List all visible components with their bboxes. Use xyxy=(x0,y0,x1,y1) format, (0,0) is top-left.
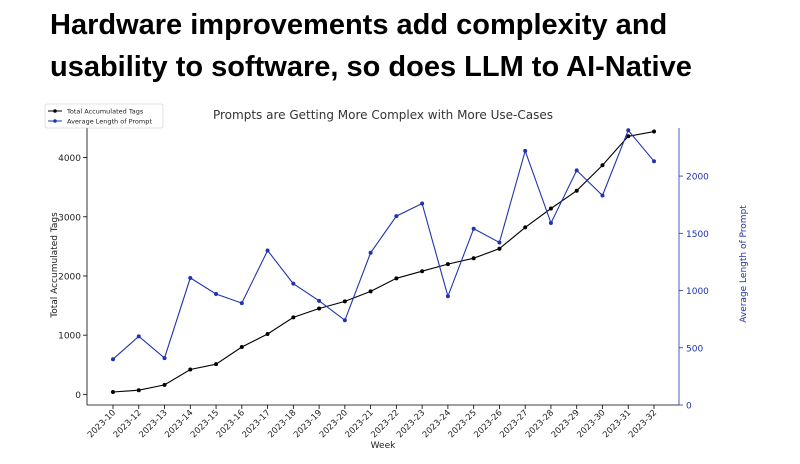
point-tags-6 xyxy=(265,331,270,336)
point-length-5 xyxy=(239,301,244,306)
right-y-tick-label-0: 0 xyxy=(686,402,692,412)
point-tags-0 xyxy=(111,389,115,394)
point-tags-14 xyxy=(471,256,476,261)
right-y-tick-label-3: 1500 xyxy=(686,230,709,240)
plot-area: 0100020003000400005001000150020002023-10… xyxy=(58,128,709,440)
point-tags-16 xyxy=(523,225,528,230)
point-length-8 xyxy=(317,298,322,303)
point-length-12 xyxy=(420,201,425,206)
point-length-0 xyxy=(111,357,115,362)
right-y-tick-label-1: 500 xyxy=(686,344,703,354)
point-tags-3 xyxy=(188,367,193,372)
left-y-tick-label-2: 2000 xyxy=(58,272,81,282)
series-line-length xyxy=(112,129,655,360)
point-length-19 xyxy=(600,193,605,198)
point-tags-20 xyxy=(626,134,631,139)
legend-box xyxy=(44,103,164,129)
point-tags-13 xyxy=(445,262,450,267)
point-tags-15 xyxy=(497,246,502,251)
point-length-6 xyxy=(265,248,270,253)
point-tags-7 xyxy=(291,315,296,320)
point-tags-10 xyxy=(368,289,373,294)
left-y-tick-label-4: 4000 xyxy=(58,154,81,164)
point-length-16 xyxy=(523,148,528,153)
point-length-4 xyxy=(214,291,219,296)
x-axis-label: Week xyxy=(371,441,396,451)
point-tags-9 xyxy=(342,299,347,304)
point-length-20 xyxy=(626,128,631,133)
right-y-tick-label-2: 1000 xyxy=(686,287,709,297)
legend-label-tags: Total Accumulated Tags xyxy=(66,108,144,116)
point-tags-17 xyxy=(548,206,553,211)
left-y-tick-label-0: 0 xyxy=(75,391,81,401)
point-length-2 xyxy=(162,356,167,361)
point-length-18 xyxy=(574,168,579,173)
legend-label-length: Average Length of Prompt xyxy=(67,118,152,126)
slide-headline: Hardware improvements add complexity and… xyxy=(50,4,790,88)
series-line-tags xyxy=(112,131,655,393)
chart-title: Prompts are Getting More Complex with Mo… xyxy=(213,108,553,122)
x-tick-label-21: 2023-32 xyxy=(627,408,659,440)
point-length-7 xyxy=(291,281,296,286)
point-tags-8 xyxy=(317,306,322,311)
point-length-21 xyxy=(652,159,656,164)
point-length-15 xyxy=(497,240,502,245)
right-y-tick-label-4: 2000 xyxy=(686,173,709,183)
point-length-13 xyxy=(445,294,450,299)
point-tags-4 xyxy=(214,362,219,367)
point-length-14 xyxy=(471,226,476,231)
left-y-axis-label: Total Accumulated Tags xyxy=(50,212,60,319)
point-tags-2 xyxy=(162,382,167,387)
left-y-tick-label-1: 1000 xyxy=(58,332,81,342)
point-length-10 xyxy=(368,250,373,255)
point-tags-5 xyxy=(239,344,244,349)
left-y-tick-label-3: 3000 xyxy=(58,213,81,223)
point-tags-18 xyxy=(574,188,579,193)
legend: Total Accumulated Tags Average Length of… xyxy=(44,103,164,129)
point-length-11 xyxy=(394,214,399,219)
point-length-1 xyxy=(136,334,141,339)
point-length-17 xyxy=(548,221,553,226)
right-y-axis-label: Average Length of Prompt xyxy=(739,205,749,323)
point-tags-19 xyxy=(600,163,605,168)
point-tags-21 xyxy=(652,129,656,134)
point-tags-12 xyxy=(420,269,425,274)
legend-marker-length xyxy=(53,119,57,123)
point-tags-1 xyxy=(136,388,141,393)
slide-headline-line-2: usability to software, so does LLM to AI… xyxy=(50,51,692,83)
point-tags-11 xyxy=(394,276,399,281)
point-length-9 xyxy=(342,318,347,323)
slide-headline-line-1: Hardware improvements add complexity and xyxy=(50,9,668,41)
point-length-3 xyxy=(188,275,193,280)
legend-marker-tags xyxy=(53,109,57,113)
